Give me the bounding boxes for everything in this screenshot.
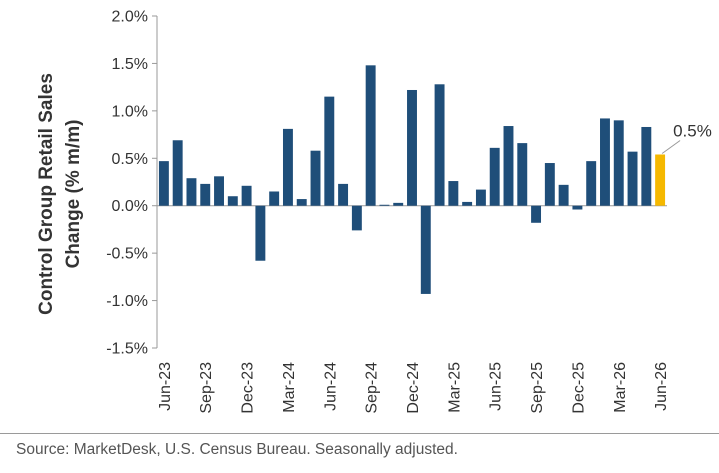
x-tick-label: Jun-26 (653, 362, 670, 411)
y-tick-label: 1.0% (112, 103, 148, 120)
bar (586, 161, 597, 206)
x-tick-label: Dec-23 (240, 362, 257, 414)
y-axis-title: Control Group Retail Sales Change (% m/m… (36, 73, 84, 315)
bar-highlight (655, 154, 666, 206)
bar (282, 128, 293, 206)
bar (572, 205, 583, 210)
x-tick-label: Mar-25 (446, 362, 463, 413)
bar (200, 183, 211, 206)
y-axis-title-line-1: Control Group Retail Sales (36, 73, 57, 315)
bar (351, 205, 362, 231)
bar (241, 185, 252, 206)
x-tick-label: Sep-23 (198, 362, 215, 414)
bar (407, 89, 417, 206)
y-tick-label: -1.5% (106, 341, 148, 358)
bar (379, 204, 390, 206)
bar (475, 189, 486, 206)
bars (158, 65, 666, 294)
bar (296, 199, 307, 206)
y-axis: -1.5% -1.0% -0.5% 0.0% 0.5% 1.0% 1.5% 2.0% (106, 9, 158, 358)
bar (393, 202, 404, 206)
annotation: 0.5% (661, 121, 712, 154)
footer-divider (0, 433, 719, 434)
bar (434, 84, 445, 206)
y-tick-label: 0.0% (112, 198, 148, 215)
y-axis-title-line-2: Change (% m/m) (63, 120, 84, 269)
x-tick-label: Jun-24 (322, 362, 339, 411)
bar (310, 150, 321, 206)
bar (531, 205, 542, 223)
bar (489, 147, 500, 206)
bar (186, 178, 197, 206)
bar (600, 118, 610, 206)
bar (558, 184, 569, 206)
source-note: Source: MarketDesk, U.S. Census Bureau. … (16, 441, 458, 458)
bar-chart: Control Group Retail Sales Change (% m/m… (36, 9, 712, 414)
bar (503, 126, 514, 206)
bar (613, 120, 624, 206)
bar (172, 140, 183, 206)
x-tick-label: Jun-25 (488, 362, 505, 411)
bar (448, 181, 459, 206)
bar (365, 65, 376, 206)
bar (255, 205, 266, 261)
y-tick-label: -0.5% (106, 246, 148, 263)
bar (338, 183, 349, 206)
x-tick-label: Mar-24 (281, 362, 298, 413)
y-tick-label: 0.5% (112, 151, 148, 168)
bar (158, 161, 169, 206)
bar (324, 96, 335, 206)
x-tick-label: Sep-24 (364, 362, 381, 414)
bar (420, 205, 431, 294)
x-tick-label: Sep-25 (529, 362, 546, 414)
bar (227, 196, 238, 206)
bar (641, 126, 652, 206)
bar (627, 151, 638, 206)
bar (544, 163, 555, 206)
bar (214, 176, 224, 206)
bar (462, 201, 473, 206)
bar (517, 143, 528, 206)
y-tick-label: -1.0% (106, 293, 148, 310)
x-tick-label: Dec-25 (570, 362, 587, 414)
bar (269, 191, 280, 206)
y-tick-label: 1.5% (112, 56, 148, 73)
x-tick-label: Dec-24 (405, 362, 422, 414)
x-axis: Jun-23 Sep-23 Dec-23 Mar-24 Jun-24 Sep-24 Dec-… (157, 205, 670, 414)
annotation-leader-line (661, 140, 681, 154)
x-tick-label: Jun-23 (157, 362, 174, 411)
x-tick-label: Mar-26 (612, 362, 629, 413)
annotation-label: 0.5% (673, 121, 712, 140)
y-tick-label: 2.0% (112, 9, 148, 26)
